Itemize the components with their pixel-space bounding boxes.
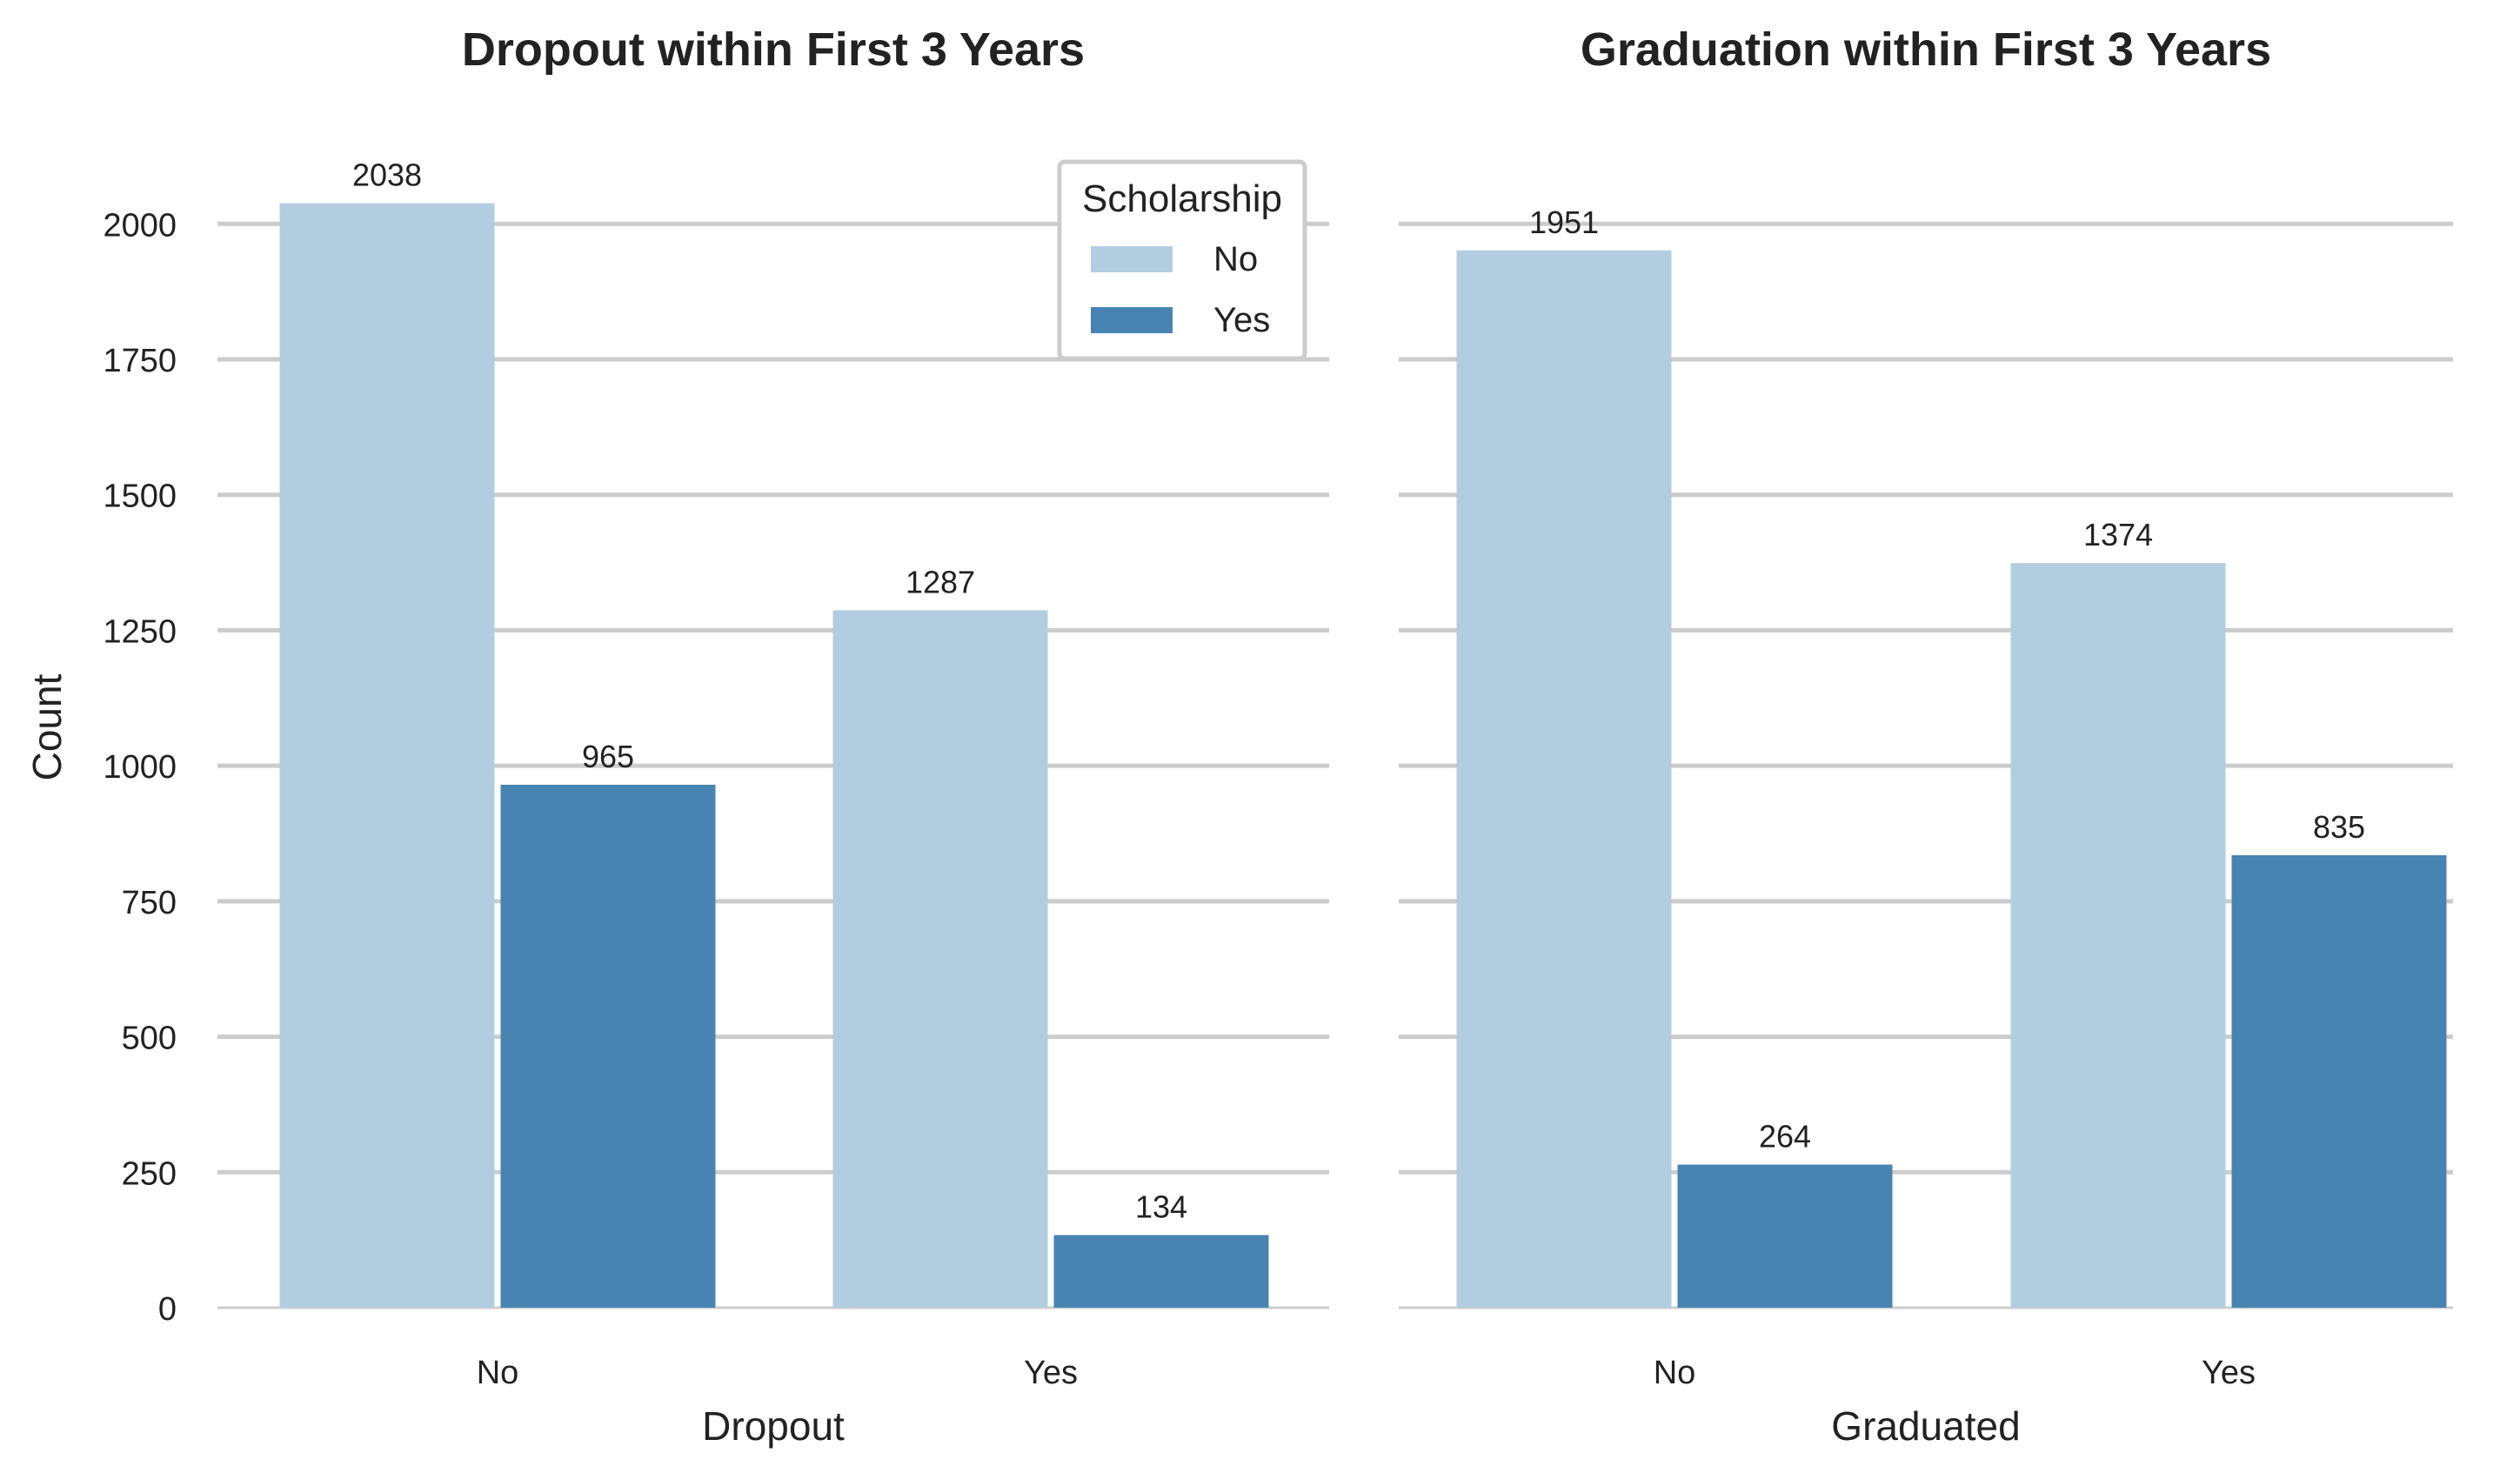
bar	[500, 784, 716, 1308]
legend-title: Scholarship	[1082, 177, 1282, 220]
bar-value-label: 1374	[2083, 517, 2153, 552]
y-axis-title: Count	[24, 673, 70, 780]
x-tick-label: Yes	[1024, 1355, 1078, 1391]
bar	[2010, 563, 2226, 1308]
bar-value-label: 1951	[1529, 204, 1599, 240]
y-tick-label: 250	[122, 1155, 177, 1192]
bar	[832, 610, 1048, 1308]
chart-panel-1: 0 250 500 750 1000 1250 1500 1750 2000 2038 965 No 1…	[24, 23, 1329, 1449]
bar-value-label: 2038	[352, 157, 422, 193]
chart-title: Graduation within First 3 Years	[1581, 23, 2271, 76]
chart-title: Dropout within First 3 Years	[462, 23, 1085, 76]
y-tick-label: 1750	[103, 343, 177, 379]
x-axis-title: Graduated	[1831, 1403, 2020, 1449]
x-tick-label: Yes	[2202, 1355, 2256, 1391]
x-tick-label: No	[477, 1355, 519, 1391]
y-tick-label: 1000	[103, 749, 177, 786]
bar	[279, 203, 495, 1308]
bar-value-label: 1287	[906, 564, 975, 599]
y-tick-label: 2000	[103, 207, 177, 244]
y-tick-label: 750	[122, 885, 177, 921]
x-tick-label: No	[1654, 1355, 1696, 1391]
y-tick-label: 1500	[103, 479, 177, 515]
legend-swatch	[1091, 246, 1173, 272]
legend-swatch	[1091, 307, 1173, 333]
bar	[1053, 1235, 1269, 1308]
legend: Scholarship No Yes	[1057, 159, 1307, 361]
chart-panel-2: 1951 264 No 1374 835 Yes Graduation within Fir…	[1399, 23, 2453, 1449]
y-tick-label: 500	[122, 1021, 177, 1057]
chart-panels: 0250500750100012501500175020002038965No1…	[24, 23, 2453, 1449]
legend-label: Yes	[1213, 301, 1270, 339]
bar	[2231, 854, 2447, 1308]
legend-label: No	[1213, 240, 1258, 278]
bar-value-label: 134	[1135, 1189, 1187, 1225]
y-tick-label: 0	[158, 1291, 177, 1328]
y-tick-label: 1250	[103, 613, 177, 650]
x-axis-title: Dropout	[702, 1403, 845, 1449]
bar-value-label: 264	[1759, 1119, 1811, 1155]
bar-value-label: 965	[582, 739, 634, 774]
bar	[1677, 1164, 1893, 1308]
bar-value-label: 835	[2313, 809, 2365, 845]
bar	[1456, 250, 1672, 1309]
